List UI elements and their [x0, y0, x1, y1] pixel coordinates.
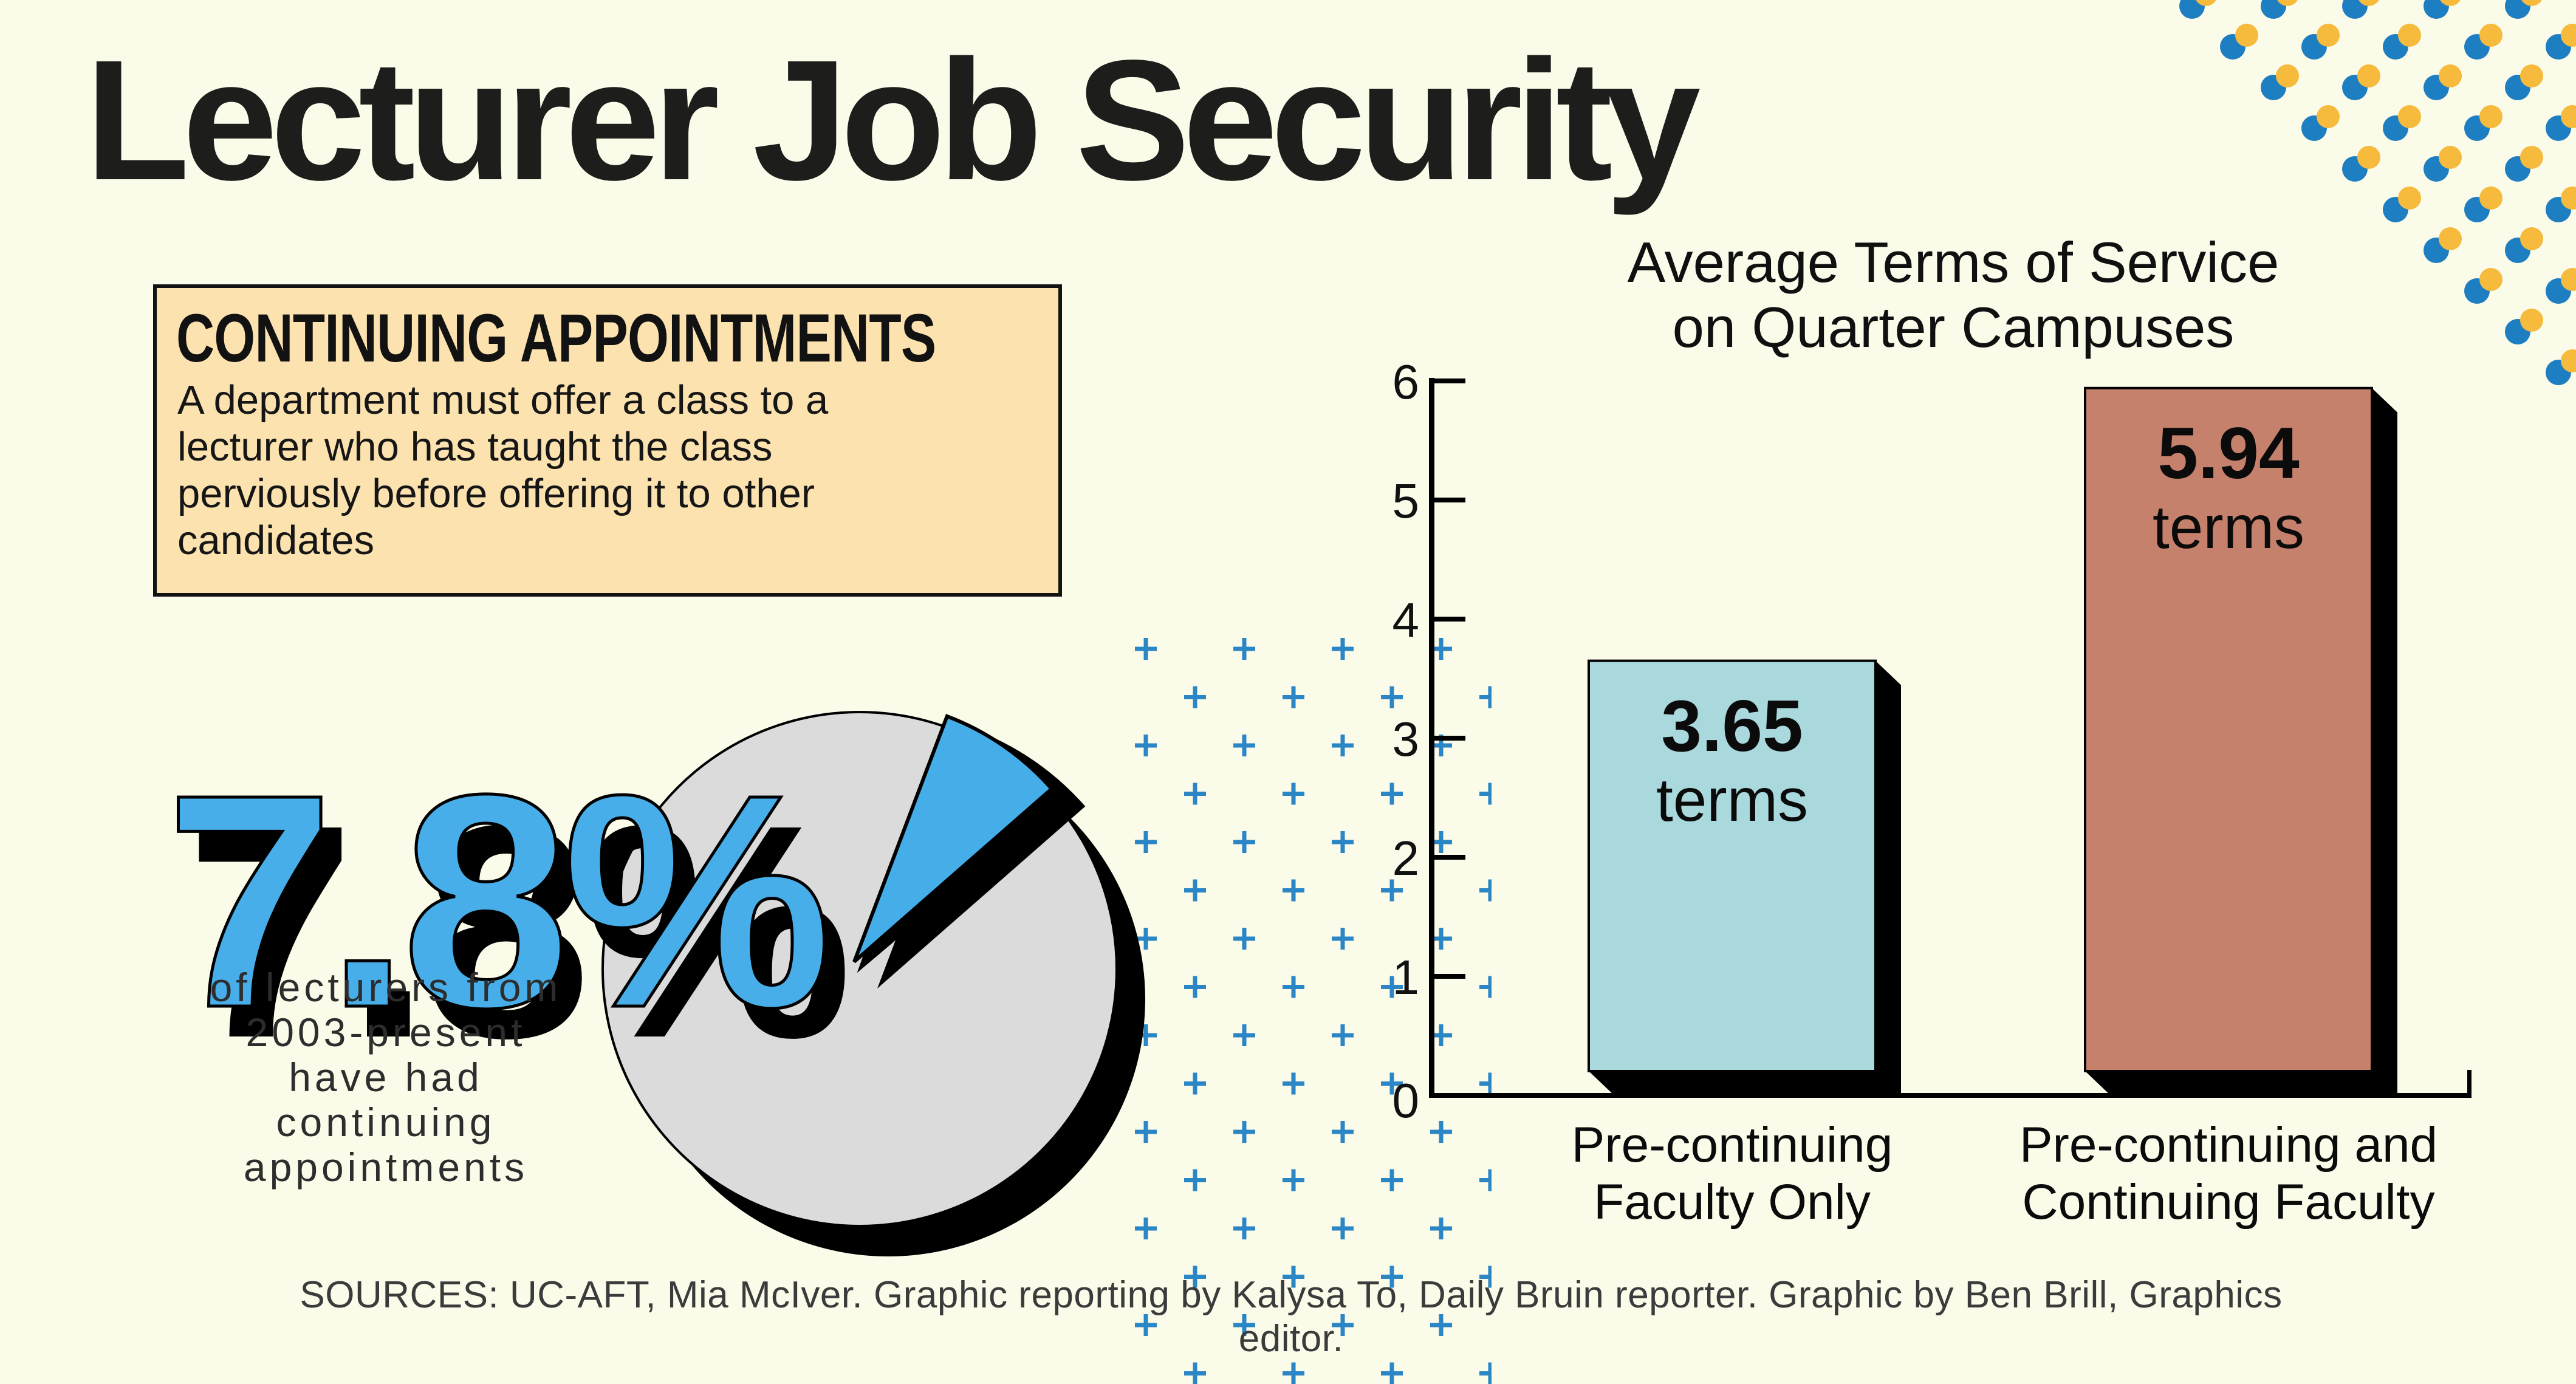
stat-caption-line: 2003-present [245, 1010, 526, 1055]
bar-chart-title-line: on Quarter Campuses [1672, 295, 2235, 359]
bar-unit-label-0: terms [1656, 766, 1808, 834]
stat-caption-line: of lecturers from [210, 965, 562, 1010]
x-category-label-1: Pre-continuing and Continuing Faculty [1988, 1117, 2469, 1231]
x-category-label-0: Pre-continuing Faculty Only [1492, 1117, 1973, 1231]
info-body-line: lecturer who has taught the class [177, 424, 773, 470]
bar-chart-title-line: Average Terms of Service [1627, 230, 2280, 294]
pie-chart [601, 711, 1145, 1256]
x-category-label-line: Pre-continuing and [2019, 1117, 2438, 1173]
sources-line: editor. [1238, 1318, 1344, 1360]
bar-chart-title: Average Terms of Service on Quarter Camp… [1488, 230, 2418, 360]
y-tick-label-3: 3 [1392, 712, 1420, 766]
x-category-label-line: Continuing Faculty [2022, 1174, 2435, 1230]
y-tick-label-2: 2 [1392, 831, 1420, 885]
info-box-heading: CONTINUING APPOINTMENTS [176, 300, 936, 376]
y-tick-label-1: 1 [1392, 950, 1420, 1004]
stat-caption-line: have had [289, 1055, 483, 1100]
y-tick-label-0: 0 [1392, 1074, 1420, 1128]
info-body-line: candidates [177, 518, 375, 563]
stat-caption-line: appointments [243, 1145, 529, 1190]
bar-value-label-0: 3.65 [1661, 685, 1803, 767]
bar-value-label-1: 5.94 [2157, 412, 2300, 494]
sources-text: SOURCES: UC-AFT, Mia McIver. Graphic rep… [292, 1273, 2290, 1361]
stat-value: 7.8% [164, 730, 834, 1072]
y-tick-label-5: 5 [1392, 474, 1420, 528]
info-box-body: A department must offer a class to a lec… [177, 377, 1040, 564]
y-tick-label-6: 6 [1392, 355, 1420, 409]
x-category-label-line: Pre-continuing [1571, 1117, 1893, 1173]
info-body-line: perviously before offering it to other [177, 471, 815, 516]
stat-caption: of lecturers from 2003-present have had … [143, 965, 629, 1190]
continuing-appointments-box [153, 284, 1062, 597]
stat-caption-line: continuing [276, 1100, 496, 1145]
x-category-label-line: Faculty Only [1594, 1174, 1871, 1230]
y-tick-label-4: 4 [1392, 593, 1420, 647]
bar-unit-label-1: terms [2153, 493, 2304, 561]
info-body-line: A department must offer a class to a [177, 377, 829, 423]
page-title: Lecturer Job Security [85, 24, 1701, 216]
bar-chart-shapes [1429, 378, 2472, 1098]
sources-line: SOURCES: UC-AFT, Mia McIver. Graphic rep… [300, 1274, 2283, 1316]
dots-pattern [2179, 0, 2576, 385]
